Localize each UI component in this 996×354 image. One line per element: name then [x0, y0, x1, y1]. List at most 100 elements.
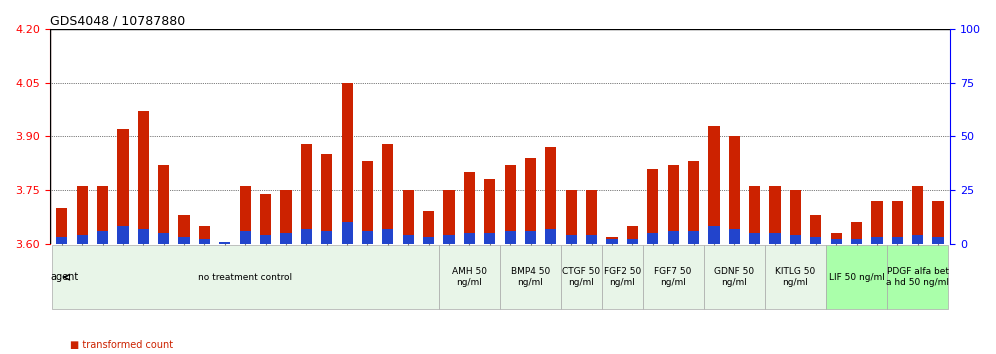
Bar — [260, 235, 271, 244]
Bar — [362, 161, 374, 244]
Bar — [932, 201, 943, 244]
Bar — [280, 233, 292, 244]
Bar — [443, 235, 454, 244]
Bar — [505, 165, 516, 244]
Bar — [708, 227, 719, 244]
FancyBboxPatch shape — [500, 245, 561, 309]
Bar — [647, 233, 658, 244]
Bar — [729, 229, 740, 244]
Text: ■ transformed count: ■ transformed count — [70, 341, 173, 350]
Bar — [872, 201, 882, 244]
Text: FGF7 50
ng/ml: FGF7 50 ng/ml — [654, 268, 692, 287]
Bar — [770, 187, 781, 244]
Bar — [545, 147, 557, 244]
Bar — [199, 226, 210, 244]
FancyBboxPatch shape — [887, 245, 948, 309]
Bar — [891, 237, 903, 244]
Bar — [219, 241, 230, 244]
Bar — [770, 233, 781, 244]
Bar — [790, 190, 801, 244]
Bar — [362, 231, 374, 244]
Bar — [158, 165, 169, 244]
Bar — [484, 179, 495, 244]
Text: agent: agent — [50, 272, 79, 282]
Bar — [912, 187, 923, 244]
Bar — [626, 226, 638, 244]
Bar — [912, 235, 923, 244]
Bar — [688, 231, 699, 244]
Bar — [137, 229, 149, 244]
Bar — [382, 229, 393, 244]
Bar — [810, 215, 822, 244]
Bar — [280, 190, 292, 244]
Bar — [423, 211, 434, 244]
Bar — [505, 231, 516, 244]
FancyBboxPatch shape — [561, 245, 602, 309]
Bar — [443, 190, 454, 244]
Text: CTGF 50
ng/ml: CTGF 50 ng/ml — [563, 268, 601, 287]
Bar — [891, 201, 903, 244]
Bar — [545, 229, 557, 244]
Bar — [831, 239, 842, 244]
Bar — [626, 239, 638, 244]
Bar — [240, 187, 251, 244]
Bar — [199, 239, 210, 244]
Bar — [342, 83, 353, 244]
Bar — [301, 144, 312, 244]
Bar — [667, 165, 678, 244]
Bar — [342, 222, 353, 244]
Bar — [566, 235, 577, 244]
Bar — [382, 144, 393, 244]
Bar — [790, 235, 801, 244]
Bar — [831, 233, 842, 244]
Bar — [137, 112, 149, 244]
Text: no treatment control: no treatment control — [198, 273, 292, 282]
Bar — [484, 233, 495, 244]
Bar — [77, 235, 88, 244]
Text: PDGF alfa bet
a hd 50 ng/ml: PDGF alfa bet a hd 50 ng/ml — [886, 268, 949, 287]
Bar — [586, 235, 598, 244]
Bar — [525, 158, 536, 244]
Bar — [423, 237, 434, 244]
Bar — [810, 237, 822, 244]
FancyBboxPatch shape — [826, 245, 887, 309]
FancyBboxPatch shape — [642, 245, 704, 309]
Bar — [56, 237, 68, 244]
Bar — [872, 237, 882, 244]
FancyBboxPatch shape — [602, 245, 642, 309]
Text: GDS4048 / 10787880: GDS4048 / 10787880 — [50, 15, 185, 28]
Bar — [97, 187, 109, 244]
Bar — [851, 239, 863, 244]
Bar — [667, 231, 678, 244]
Text: FGF2 50
ng/ml: FGF2 50 ng/ml — [604, 268, 640, 287]
Bar — [749, 187, 760, 244]
Bar — [97, 231, 109, 244]
Bar — [607, 236, 618, 244]
Bar — [321, 231, 333, 244]
Bar — [932, 237, 943, 244]
Bar — [321, 154, 333, 244]
Bar — [260, 194, 271, 244]
Bar — [749, 233, 760, 244]
FancyBboxPatch shape — [52, 245, 439, 309]
Text: AMH 50
ng/ml: AMH 50 ng/ml — [452, 268, 487, 287]
Bar — [178, 215, 189, 244]
Bar — [586, 190, 598, 244]
Bar — [402, 235, 414, 244]
Bar — [240, 231, 251, 244]
Bar — [647, 169, 658, 244]
Bar — [729, 136, 740, 244]
Bar — [708, 126, 719, 244]
Bar — [158, 233, 169, 244]
Bar — [402, 190, 414, 244]
Bar — [77, 187, 88, 244]
Bar — [464, 172, 475, 244]
Text: KITLG 50
ng/ml: KITLG 50 ng/ml — [775, 268, 816, 287]
Bar — [525, 231, 536, 244]
Bar — [178, 237, 189, 244]
Bar — [118, 129, 128, 244]
Bar — [851, 222, 863, 244]
Bar — [464, 233, 475, 244]
Bar — [301, 229, 312, 244]
Bar — [118, 227, 128, 244]
